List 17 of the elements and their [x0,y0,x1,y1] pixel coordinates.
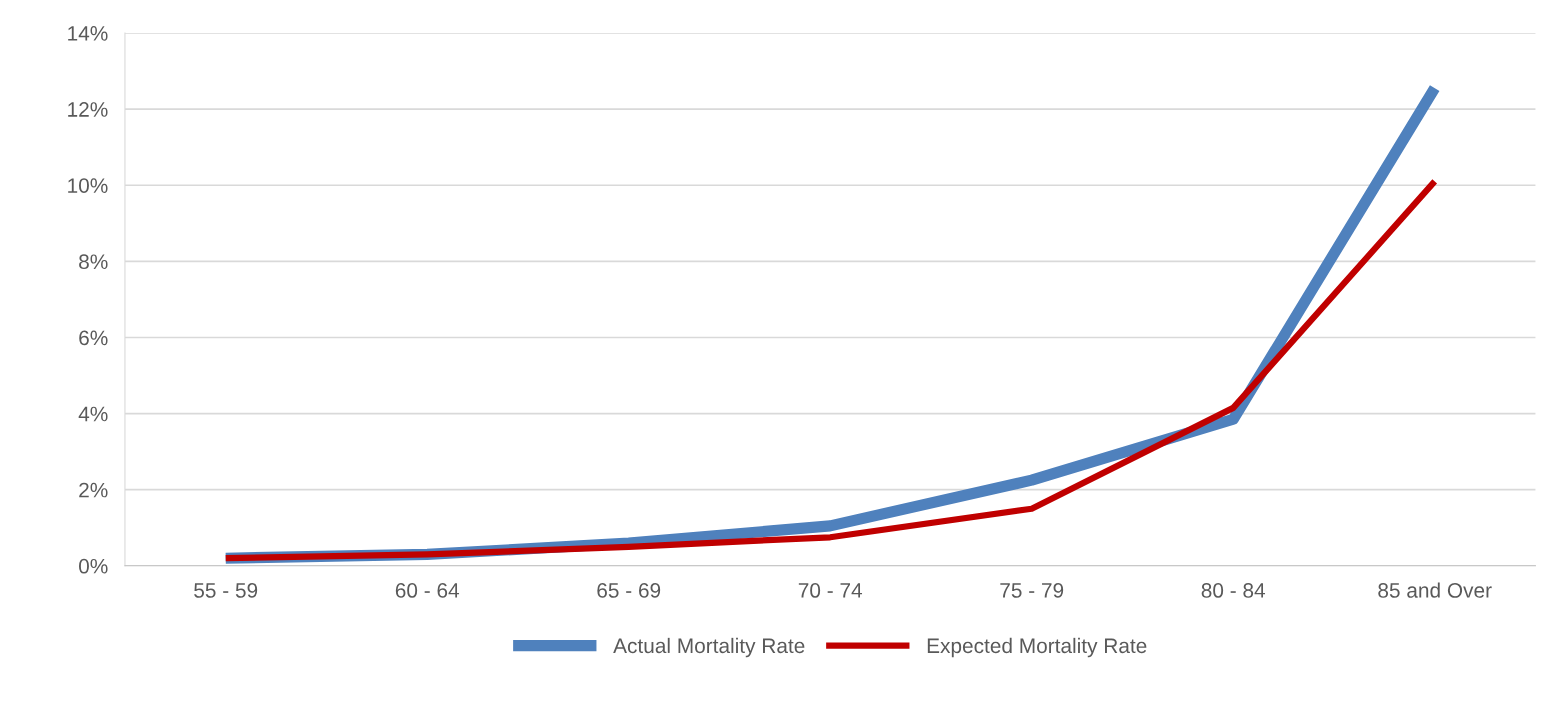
x-tick-label: 75 - 79 [1000,583,1064,598]
legend-label: Expected Mortality Rate [927,637,1147,658]
x-tick-label: 70 - 74 [798,583,863,598]
y-tick-label: 12% [68,102,108,117]
x-tick-label: 85 and Over [1378,582,1492,598]
y-tick-label: 6% [79,330,108,346]
y-tick-label: 2% [79,482,108,498]
x-tick-label: 60 - 64 [395,583,460,598]
y-tick-label: 10% [68,178,108,193]
x-tick-label: 55 - 59 [194,583,258,598]
x-tick-label: 80 - 84 [1201,583,1266,598]
legend-label: Actual Mortality Rate [613,637,805,658]
y-tick-label: 8% [79,254,108,270]
y-tick-label: 4% [78,406,108,422]
y-tick-label: 14% [68,26,108,41]
x-tick-label: 65 - 69 [597,583,661,598]
y-tick-label: 0% [79,558,108,574]
